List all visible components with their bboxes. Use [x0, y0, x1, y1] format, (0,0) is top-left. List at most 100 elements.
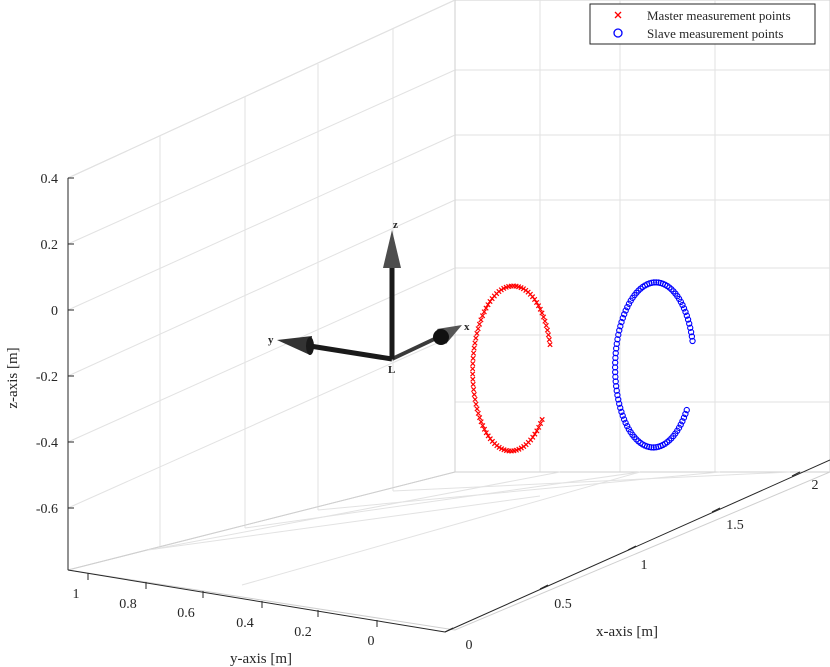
- master-point-marker: [543, 322, 549, 329]
- master-point-marker: [539, 310, 545, 316]
- grid-line: [67, 199, 456, 377]
- frame-origin-label: L: [388, 364, 395, 376]
- slave-point-marker: [688, 333, 696, 340]
- slave-point-marker: [687, 324, 694, 331]
- master-point-marker: [480, 422, 486, 429]
- master-point-marker: [472, 396, 478, 403]
- legend: Master measurement points Slave measurem…: [589, 3, 816, 45]
- master-point-marker: [532, 431, 538, 437]
- master-point-marker: [470, 366, 476, 372]
- slave-point-marker: [680, 414, 688, 421]
- master-point-marker: [470, 381, 476, 388]
- slave-point-marker: [679, 418, 686, 425]
- frame-z-label: z: [393, 219, 398, 231]
- frame-origin-marker: [433, 329, 449, 345]
- master-point-marker: [470, 350, 477, 356]
- slave-point-marker: [616, 400, 623, 407]
- slave-point-marker: [620, 416, 628, 423]
- slave-point-marker: [683, 406, 690, 414]
- x-tick-label: 2: [812, 478, 819, 493]
- master-point-marker: [544, 327, 551, 333]
- master-point-marker: [478, 419, 484, 425]
- master-point-marker: [540, 314, 547, 320]
- slave-point-marker: [617, 404, 624, 412]
- master-point-marker: [535, 303, 542, 309]
- x-tick-label: 1.5: [726, 518, 744, 533]
- master-point-marker: [537, 306, 543, 312]
- master-point-marker: [545, 332, 552, 338]
- series-master: [470, 283, 553, 454]
- slave-point-marker: [680, 305, 688, 312]
- master-point-marker: [470, 371, 476, 377]
- grid-line: [67, 334, 456, 509]
- slave-point-marker: [614, 392, 621, 399]
- slave-point-marker: [627, 297, 634, 304]
- y-axis-line: [67, 569, 446, 633]
- slave-point-marker: [679, 301, 686, 309]
- y-tick-label: 0.8: [119, 597, 137, 612]
- series-slave: [611, 279, 696, 451]
- master-point-marker: [475, 326, 481, 332]
- y-tick-label: 0.6: [177, 606, 195, 621]
- master-point-marker: [473, 335, 479, 341]
- master-point-marker: [542, 318, 548, 324]
- master-point-marker: [474, 406, 480, 412]
- slave-point-marker: [619, 412, 626, 419]
- master-point-marker: [485, 433, 491, 439]
- y-axis-label: y-axis [m]: [230, 651, 292, 667]
- y-tick-label: 1: [73, 587, 80, 602]
- y-tick-label: 0.2: [294, 625, 312, 640]
- coordinate-frame: x y z L: [268, 219, 470, 376]
- master-point-marker: [501, 285, 507, 292]
- legend-box: [589, 3, 816, 45]
- slave-point-marker: [689, 337, 696, 345]
- grid-line: [147, 495, 541, 551]
- master-point-marker: [483, 430, 489, 436]
- x-tick-label: 0.5: [554, 597, 572, 612]
- frame-y-arrow-shaft: [309, 343, 393, 362]
- master-point-marker: [481, 426, 488, 432]
- legend-slave-marker: [613, 28, 623, 38]
- slave-point-marker: [677, 421, 684, 428]
- slave-point-marker: [622, 307, 629, 314]
- grid-line: [67, 69, 456, 245]
- master-point-marker: [477, 415, 483, 421]
- slave-point-marker: [613, 387, 620, 394]
- back-panel-grid: [454, 0, 830, 473]
- slave-point-marker: [650, 444, 657, 451]
- master-point-marker: [470, 376, 476, 382]
- slave-point-marker: [618, 408, 625, 416]
- slave-point-marker: [648, 444, 655, 451]
- master-point-marker: [470, 355, 476, 361]
- master-point-marker: [483, 305, 489, 311]
- slave-point-marker: [653, 279, 660, 286]
- z-tick-label: -0.4: [36, 436, 58, 451]
- slave-point-marker: [622, 419, 629, 426]
- x-axis-line: [444, 459, 830, 633]
- master-point-marker: [547, 341, 553, 348]
- master-point-marker: [534, 428, 540, 434]
- grid-line: [392, 471, 791, 492]
- frame-y-arrow-base: [306, 337, 314, 355]
- master-point-marker: [476, 321, 483, 327]
- axis-lines: [67, 178, 830, 633]
- master-point-marker: [471, 391, 477, 398]
- slave-point-marker: [612, 382, 620, 390]
- master-point-marker: [539, 416, 545, 423]
- slave-point-marker: [615, 396, 622, 403]
- slave-point-marker: [624, 422, 631, 430]
- legend-master-label: Master measurement points: [647, 8, 791, 23]
- master-point-marker: [487, 298, 493, 305]
- z-tick-label: 0: [51, 304, 58, 319]
- master-point-marker: [479, 313, 486, 319]
- slave-point-marker: [687, 328, 695, 336]
- master-point-marker: [485, 302, 491, 308]
- grid-line: [244, 471, 641, 529]
- slave-point-marker: [646, 443, 653, 451]
- z-tick-label: 0.2: [41, 238, 59, 253]
- slave-point-marker: [682, 410, 689, 418]
- master-point-marker: [472, 340, 478, 346]
- slave-point-marker: [619, 314, 626, 322]
- slave-point-marker: [625, 300, 633, 307]
